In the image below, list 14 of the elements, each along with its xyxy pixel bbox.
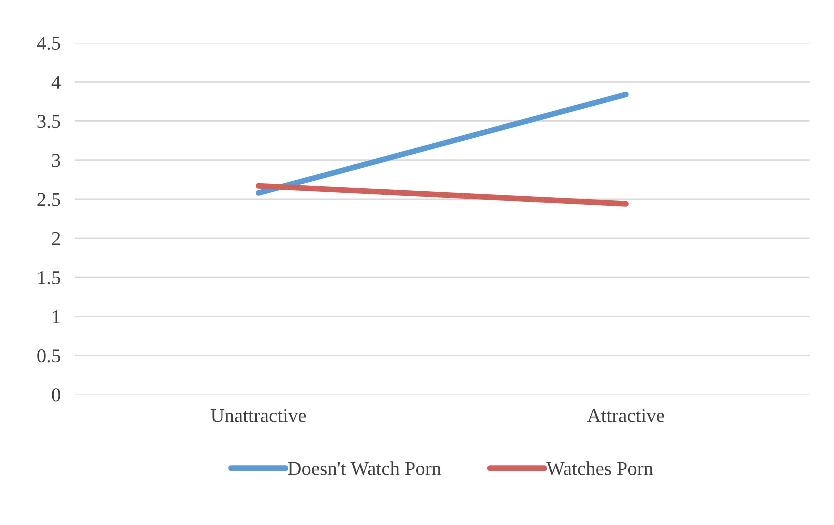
legend-label: Doesn't Watch Porn — [288, 462, 442, 476]
x-tick-label: Attractive — [587, 409, 664, 422]
legend-label: Watches Porn — [546, 462, 654, 476]
y-tick-label: 3.5 — [38, 115, 60, 128]
y-tick-label: 0 — [52, 388, 60, 402]
y-tick-label: 1.5 — [38, 271, 60, 285]
y-tick-label: 2 — [52, 232, 60, 246]
y-tick-label: 3 — [52, 154, 60, 168]
y-tick-label: 4 — [52, 76, 61, 89]
x-tick-label: Unattractive — [211, 409, 306, 422]
y-tick-label: 2.5 — [38, 193, 60, 206]
y-tick-label: 4.5 — [37, 36, 60, 50]
y-tick-label: 0.5 — [38, 350, 60, 363]
y-tick-label: 1 — [53, 310, 60, 324]
